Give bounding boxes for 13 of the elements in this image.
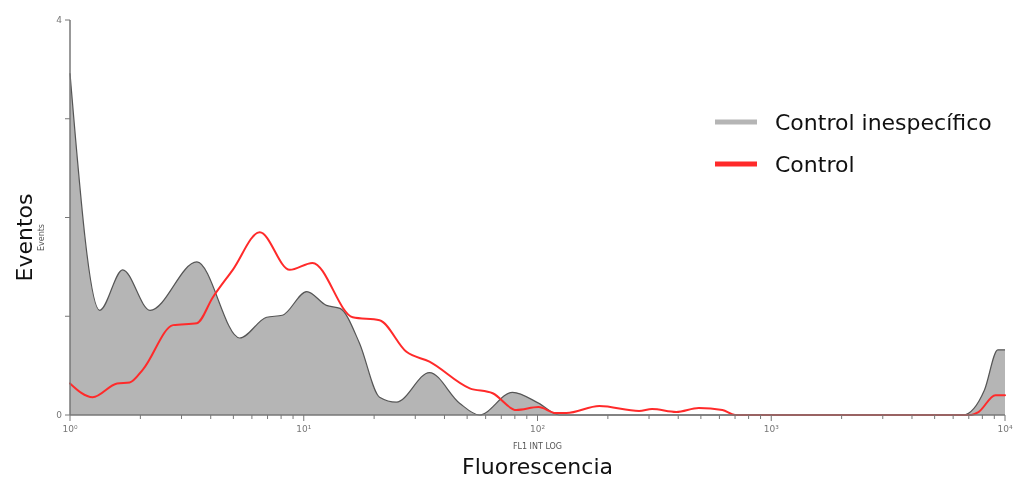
y-axis-title: Eventos xyxy=(12,193,37,282)
legend-label: Control xyxy=(775,152,855,177)
x-tick-label: 10¹ xyxy=(296,424,312,434)
legend-label: Control inespecífico xyxy=(775,110,992,135)
x-axis-title: Fluorescencia xyxy=(462,454,613,479)
y-tick-label: 0 xyxy=(56,410,63,420)
y-tick-label: 4 xyxy=(56,15,63,25)
text: Events xyxy=(37,223,46,252)
x-tick-label: 10³ xyxy=(763,424,780,434)
x-tick-label: 10⁰ xyxy=(62,424,78,434)
text: FL1 INT LOG xyxy=(512,442,563,451)
x-tick-label: 10⁴ xyxy=(997,424,1013,434)
x-tick-label: 10² xyxy=(529,424,546,434)
